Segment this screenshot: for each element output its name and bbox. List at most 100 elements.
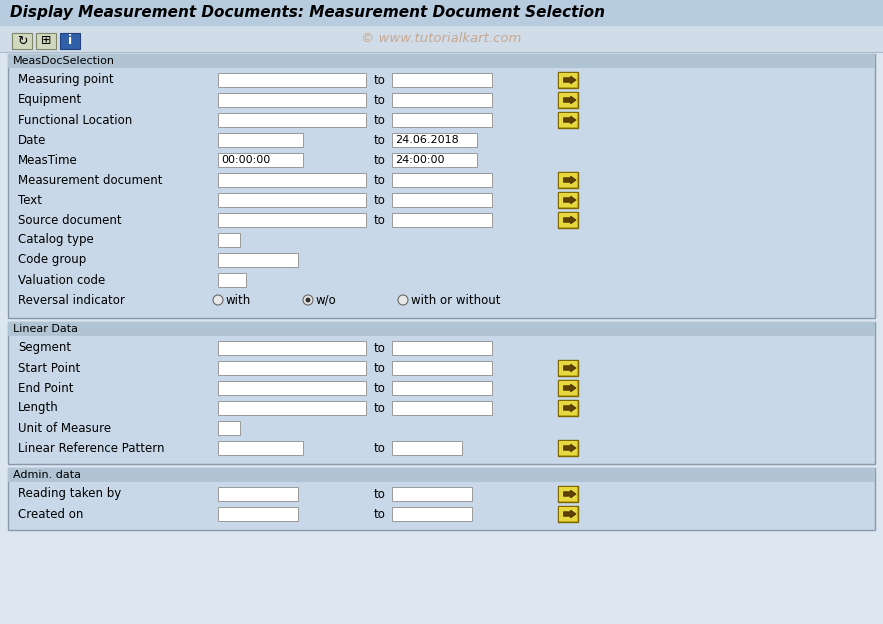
Bar — [12, 33, 32, 49]
Bar — [218, 487, 298, 501]
Text: i: i — [68, 34, 72, 47]
Polygon shape — [563, 216, 576, 224]
Polygon shape — [563, 404, 576, 412]
Bar — [218, 341, 366, 355]
Bar — [0, 0, 883, 26]
Text: Segment: Segment — [18, 341, 72, 354]
Bar — [60, 33, 80, 49]
Bar — [558, 440, 578, 456]
Bar — [558, 112, 578, 128]
Text: to: to — [374, 401, 386, 414]
Polygon shape — [563, 176, 576, 184]
Text: Date: Date — [18, 134, 47, 147]
Bar — [559, 173, 577, 187]
Bar — [392, 133, 477, 147]
Text: MeasTime: MeasTime — [18, 154, 78, 167]
Bar — [218, 273, 246, 287]
Text: End Point: End Point — [18, 381, 73, 394]
Text: Length: Length — [18, 401, 59, 414]
Bar — [559, 487, 577, 501]
Polygon shape — [563, 196, 576, 204]
Bar — [392, 441, 462, 455]
Bar — [218, 361, 366, 375]
Polygon shape — [563, 116, 576, 124]
Bar — [559, 401, 577, 415]
Bar — [558, 400, 578, 416]
Bar — [559, 113, 577, 127]
Bar — [559, 193, 577, 207]
Text: Functional Location: Functional Location — [18, 114, 132, 127]
Text: to: to — [374, 173, 386, 187]
Text: Reading taken by: Reading taken by — [18, 487, 121, 500]
Text: to: to — [374, 442, 386, 454]
Circle shape — [398, 295, 408, 305]
Polygon shape — [563, 384, 576, 392]
Text: to: to — [374, 134, 386, 147]
Polygon shape — [563, 510, 576, 518]
Bar — [558, 172, 578, 188]
Bar — [392, 487, 472, 501]
Polygon shape — [563, 96, 576, 104]
Bar — [8, 322, 875, 336]
Bar — [559, 381, 577, 395]
Text: to: to — [374, 94, 386, 107]
Bar — [558, 92, 578, 108]
Text: Admin. data: Admin. data — [13, 470, 81, 480]
Bar — [392, 193, 492, 207]
Bar — [218, 73, 366, 87]
Text: 00:00:00: 00:00:00 — [221, 155, 270, 165]
Bar — [8, 468, 875, 482]
Text: Measuring point: Measuring point — [18, 74, 114, 87]
Bar — [218, 507, 298, 521]
Circle shape — [213, 295, 223, 305]
Text: MeasDocSelection: MeasDocSelection — [13, 56, 115, 66]
Text: Valuation code: Valuation code — [18, 273, 105, 286]
Text: ↻: ↻ — [17, 34, 27, 47]
Bar — [392, 381, 492, 395]
Text: Equipment: Equipment — [18, 94, 82, 107]
Bar — [559, 93, 577, 107]
Text: Code group: Code group — [18, 253, 87, 266]
Bar — [218, 213, 366, 227]
Text: Linear Data: Linear Data — [13, 324, 78, 334]
Bar — [8, 322, 875, 464]
Bar — [558, 72, 578, 88]
Text: to: to — [374, 74, 386, 87]
Circle shape — [303, 295, 313, 305]
Bar — [559, 507, 577, 521]
Polygon shape — [563, 364, 576, 372]
Bar — [218, 173, 366, 187]
Text: to: to — [374, 341, 386, 354]
Text: Text: Text — [18, 193, 42, 207]
Text: to: to — [374, 361, 386, 374]
Text: Start Point: Start Point — [18, 361, 80, 374]
Bar — [218, 133, 303, 147]
Bar — [558, 212, 578, 228]
Text: Reversal indicator: Reversal indicator — [18, 293, 125, 306]
Text: ⊞: ⊞ — [41, 34, 51, 47]
Bar — [559, 361, 577, 375]
Text: Catalog type: Catalog type — [18, 233, 94, 246]
Bar — [392, 213, 492, 227]
Text: Created on: Created on — [18, 507, 83, 520]
Bar — [218, 441, 303, 455]
Text: to: to — [374, 114, 386, 127]
Text: 24:00:00: 24:00:00 — [395, 155, 444, 165]
Bar — [218, 233, 240, 247]
Bar — [218, 401, 366, 415]
Text: to: to — [374, 507, 386, 520]
Bar — [218, 113, 366, 127]
Bar — [8, 54, 875, 318]
Bar — [8, 468, 875, 530]
Bar — [392, 153, 477, 167]
Text: to: to — [374, 213, 386, 227]
Bar — [218, 153, 303, 167]
Bar — [36, 33, 56, 49]
Text: 24.06.2018: 24.06.2018 — [395, 135, 459, 145]
Bar — [392, 341, 492, 355]
Text: Measurement document: Measurement document — [18, 173, 162, 187]
Bar — [392, 401, 492, 415]
Circle shape — [306, 298, 311, 303]
Bar — [558, 192, 578, 208]
Bar — [218, 381, 366, 395]
